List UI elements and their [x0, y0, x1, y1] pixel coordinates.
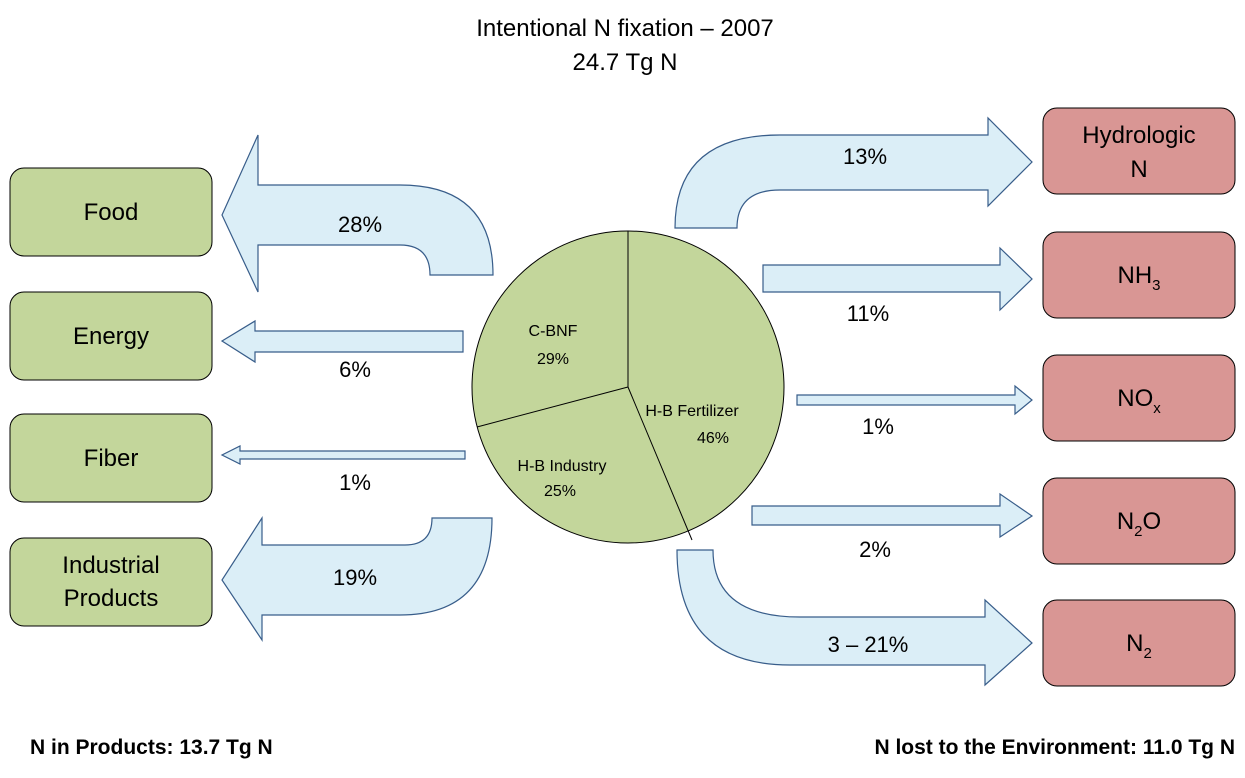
product-label: Fiber: [84, 445, 139, 472]
pie-share: 46%: [697, 430, 729, 447]
flow-label: 28%: [338, 212, 382, 237]
product-box: [9, 537, 213, 627]
arrow: [220, 319, 464, 364]
loss-box: [1042, 477, 1236, 565]
footer-left: N in Products: 13.7 Tg N: [30, 736, 273, 759]
arrow: [221, 134, 494, 293]
loss-label-sub: 3: [1152, 277, 1160, 294]
product-box: [9, 291, 213, 381]
product-label: Food: [84, 199, 139, 226]
arrow: [220, 445, 466, 465]
product-label: Energy: [73, 323, 149, 350]
loss-box: [1042, 599, 1236, 687]
loss-label-text: NH: [1117, 262, 1152, 289]
flow-label: 19%: [333, 565, 377, 590]
flow-label: 2%: [859, 537, 891, 562]
pie-share: 29%: [537, 351, 569, 368]
loss-label: NH3: [1117, 262, 1160, 294]
loss-box: [1042, 231, 1236, 319]
product-box: [9, 413, 213, 503]
title: Intentional N fixation – 2007: [476, 15, 774, 42]
pie-share: 25%: [544, 483, 576, 500]
arrow: [676, 549, 1033, 687]
arrow: [674, 116, 1033, 229]
pie-label: H-B Industry: [518, 458, 607, 475]
loss-label-sub: 2: [1144, 645, 1152, 662]
arrow: [221, 515, 493, 642]
product-label: Products: [64, 585, 159, 612]
flow-label: 11%: [847, 301, 889, 326]
flow-label: 1%: [339, 470, 371, 495]
arrow: [796, 384, 1033, 416]
loss-label-sub: 2: [1134, 523, 1142, 540]
loss-box: [1042, 107, 1236, 195]
loss-label: N2O: [1117, 508, 1161, 540]
arrow: [751, 492, 1034, 539]
flow-label: 6%: [339, 357, 371, 382]
loss-label-text: N: [1126, 630, 1143, 657]
loss-label: N: [1130, 156, 1147, 183]
loss-label-text: O: [1143, 508, 1162, 535]
loss-label: N2: [1126, 630, 1152, 662]
pie-divider: [476, 386, 629, 428]
loss-label-sub: x: [1153, 400, 1161, 417]
loss-label-text: NO: [1117, 385, 1153, 412]
loss-box: [1042, 354, 1236, 442]
loss-label: NOx: [1117, 385, 1161, 417]
loss-label-text: N: [1117, 508, 1134, 535]
flow-label: 1%: [862, 414, 894, 439]
product-box: [9, 167, 213, 257]
arrow: [762, 246, 1033, 312]
pie-divider: [627, 386, 693, 541]
footer-right: N lost to the Environment: 11.0 Tg N: [874, 736, 1235, 759]
product-label: Industrial: [62, 552, 159, 579]
flow-label: 3 – 21%: [828, 632, 909, 657]
pie-label: C-BNF: [529, 323, 578, 340]
pie-label: H-B Fertilizer: [645, 403, 739, 420]
subtitle: 24.7 Tg N: [573, 49, 678, 76]
flow-label: 13%: [843, 144, 887, 169]
loss-label: Hydrologic: [1082, 122, 1195, 149]
